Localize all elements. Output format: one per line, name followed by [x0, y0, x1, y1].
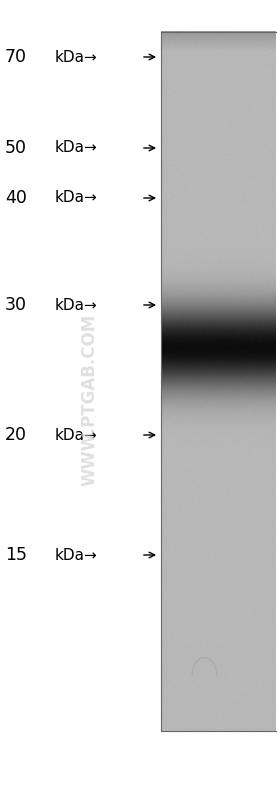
Text: WWW.PTGAB.COM: WWW.PTGAB.COM	[81, 313, 99, 486]
Text: kDa→: kDa→	[55, 427, 98, 443]
Text: 50: 50	[5, 139, 27, 157]
Text: kDa→: kDa→	[55, 297, 98, 312]
Text: 20: 20	[5, 426, 27, 444]
Text: 15: 15	[5, 546, 27, 564]
Text: kDa→: kDa→	[55, 547, 98, 562]
Text: kDa→: kDa→	[55, 141, 98, 156]
Text: 70: 70	[5, 48, 27, 66]
Text: 40: 40	[5, 189, 27, 207]
Text: kDa→: kDa→	[55, 50, 98, 65]
Text: kDa→: kDa→	[55, 190, 98, 205]
Text: 30: 30	[5, 296, 27, 314]
